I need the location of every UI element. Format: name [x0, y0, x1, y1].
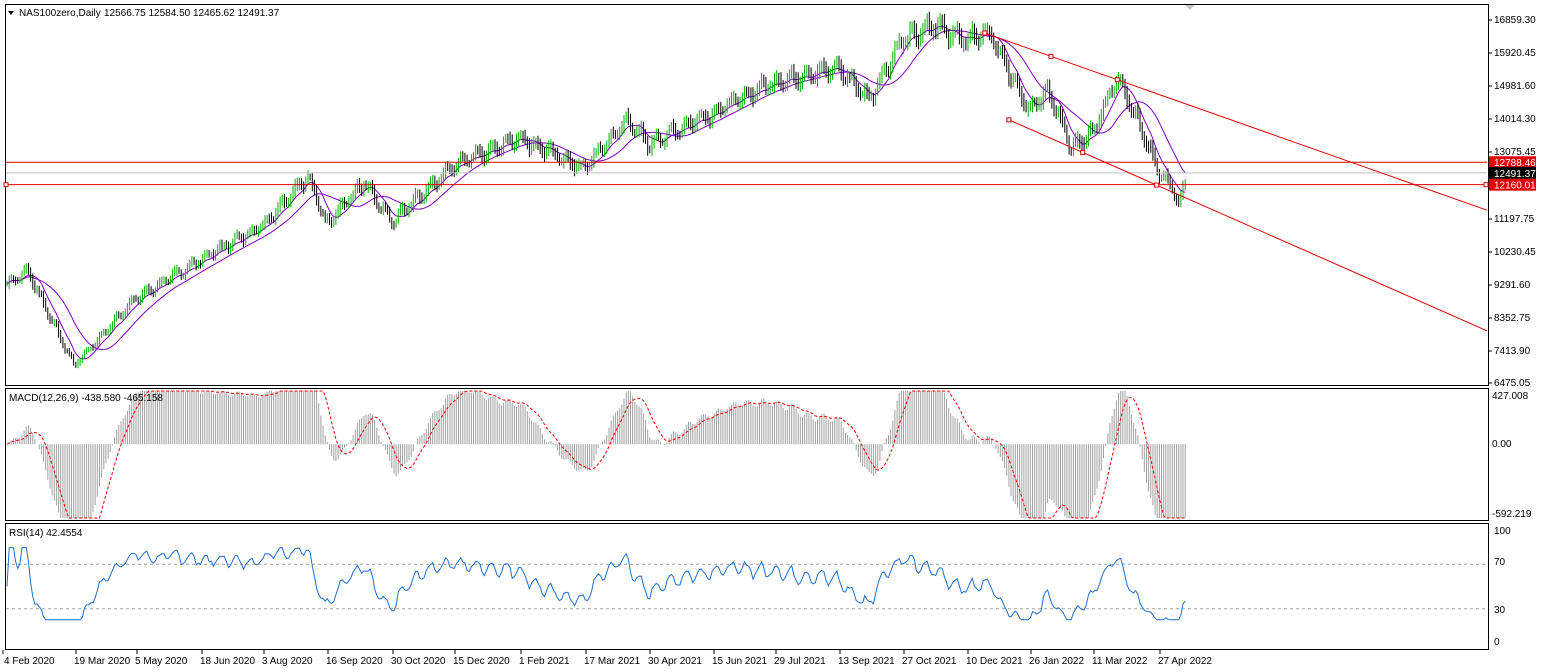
- channel-anchor: [982, 30, 988, 36]
- macd-tick-label: 427.008: [1492, 391, 1529, 402]
- channel-anchor: [1154, 182, 1160, 188]
- rsi-pane[interactable]: [5, 523, 1489, 650]
- price-tag: [1489, 166, 1536, 179]
- time-tick-label: 13 Sep 2021: [838, 656, 895, 667]
- rsi-series: [6, 547, 1487, 621]
- rsi-pane-title: RSI(14) 42.4554: [9, 528, 83, 539]
- price-tick-label: 16859.30: [1494, 15, 1536, 26]
- rsi-tick-label: 100: [1494, 526, 1511, 537]
- rsi-tick-label: 30: [1494, 605, 1506, 616]
- price-pane-title: NAS100zero,Daily: [19, 8, 101, 19]
- price-tick-label: 9291.60: [1494, 280, 1531, 291]
- macd-tick-label: 0.00: [1492, 439, 1512, 450]
- price-tick-label: 15920.45: [1494, 48, 1536, 59]
- channel-anchor: [1114, 77, 1120, 83]
- trend-channel-upper: [984, 32, 1488, 211]
- price-tick-label: 8352.75: [1494, 313, 1531, 324]
- price-tag: [1489, 178, 1536, 191]
- time-tick-label: 4 Feb 2020: [4, 656, 55, 667]
- time-tick-label: 30 Apr 2021: [648, 656, 702, 667]
- price-series: [6, 11, 1186, 369]
- moving-average-2: [6, 29, 1186, 351]
- price-tick-label: 14981.60: [1494, 81, 1536, 92]
- price-tick-label: 7413.90: [1494, 346, 1531, 357]
- price-tag-label: 12491.37: [1494, 169, 1536, 180]
- price-tick-label: 14014.30: [1494, 114, 1536, 125]
- trend-channel-lower: [1008, 119, 1488, 332]
- price-tag-label: 12788.46: [1494, 158, 1536, 169]
- rsi-line: [6, 547, 1186, 621]
- time-tick-label: 17 Mar 2021: [584, 656, 641, 667]
- horizontal-line-anchor: [3, 182, 9, 188]
- time-tick-label: 30 Oct 2020: [391, 656, 446, 667]
- collapse-arrow-icon[interactable]: [8, 11, 14, 15]
- rsi-tick-label: 70: [1494, 557, 1506, 568]
- axes: 16859.30 15920.45 14981.60 14014.30 13075.45…: [2, 15, 1536, 667]
- price-pane[interactable]: [5, 4, 1489, 386]
- time-tick-label: 26 Jan 2022: [1029, 656, 1084, 667]
- time-tick-label: 1 Feb 2021: [519, 656, 570, 667]
- time-tick-label: 10 Dec 2021: [966, 656, 1023, 667]
- macd-signal-line: [6, 390, 1186, 519]
- time-tick-label: 5 May 2020: [135, 656, 188, 667]
- time-tick-label: 15 Dec 2020: [453, 656, 510, 667]
- time-tick-label: 18 Jun 2020: [200, 656, 255, 667]
- time-tick-label: 19 Mar 2020: [74, 656, 131, 667]
- scroll-marker-icon[interactable]: [1185, 5, 1195, 10]
- macd-pane-title: MACD(12,26,9) -438.580 -465.158: [9, 393, 163, 404]
- macd-pane[interactable]: [5, 388, 1489, 521]
- macd-series: [6, 390, 1186, 519]
- price-tick-label: 11197.75: [1494, 214, 1535, 225]
- price-tag: [1489, 156, 1536, 169]
- channel-anchor: [1006, 117, 1012, 123]
- price-tick-label: 10230.45: [1494, 247, 1536, 258]
- ohlc-readout: 12566.75 12584.50 12465.62 12491.37: [104, 8, 280, 19]
- horizontal-line-anchor: [1483, 182, 1489, 188]
- time-tick-label: 16 Sep 2020: [326, 656, 383, 667]
- time-tick-label: 15 Jun 2021: [712, 656, 767, 667]
- channel-anchor: [1048, 53, 1054, 59]
- price-tick-label: 6475.05: [1494, 378, 1531, 389]
- time-tick-label: 29 Jul 2021: [774, 656, 826, 667]
- price-tick-label: 13075.45: [1494, 147, 1536, 158]
- time-tick-label: 11 Mar 2022: [1092, 656, 1148, 667]
- time-tick-label: 3 Aug 2020: [262, 656, 313, 667]
- price-tag-label: 12160.01: [1494, 181, 1536, 192]
- channel-anchor: [1080, 149, 1086, 155]
- time-tick-label: 27 Apr 2022: [1158, 656, 1212, 667]
- macd-tick-label: -592.219: [1492, 509, 1532, 520]
- rsi-tick-label: 0: [1494, 637, 1500, 648]
- time-tick-label: 27 Oct 2021: [902, 656, 957, 667]
- overlay-lines[interactable]: [3, 30, 1489, 332]
